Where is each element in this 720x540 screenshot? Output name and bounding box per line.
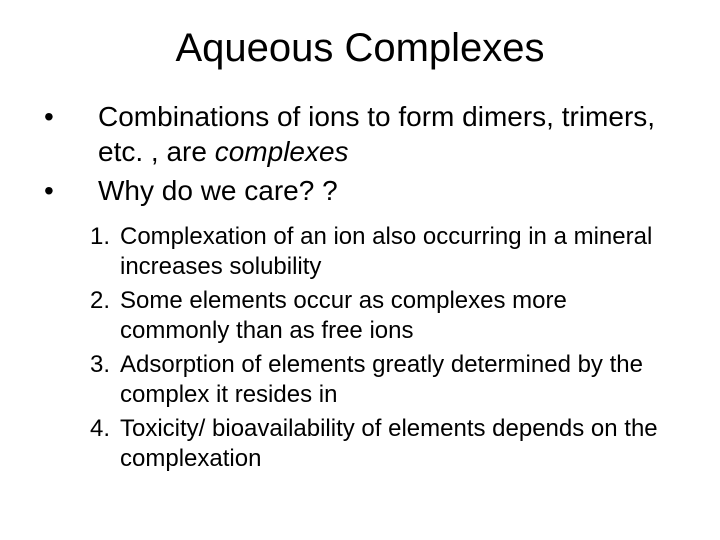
bullet-item: •Combinations of ions to form dimers, tr… (40, 99, 680, 169)
numbered-marker: 2. (86, 286, 120, 346)
numbered-marker: 3. (86, 350, 120, 410)
numbered-text: Complexation of an ion also occurring in… (120, 222, 680, 282)
slide-title: Aqueous Complexes (40, 26, 680, 71)
numbered-marker: 4. (86, 414, 120, 474)
numbered-item: 2.Some elements occur as complexes more … (86, 286, 680, 346)
numbered-item: 3.Adsorption of elements greatly determi… (86, 350, 680, 410)
bullet-marker: • (40, 173, 98, 208)
numbered-item: 1.Complexation of an ion also occurring … (86, 222, 680, 282)
numbered-list: 1.Complexation of an ion also occurring … (40, 222, 680, 474)
bullet-item: •Why do we care? ? (40, 173, 680, 208)
bullet-text: Combinations of ions to form dimers, tri… (98, 99, 680, 169)
numbered-marker: 1. (86, 222, 120, 282)
bullet-text: Why do we care? ? (98, 173, 680, 208)
numbered-text: Some elements occur as complexes more co… (120, 286, 680, 346)
numbered-text: Toxicity/ bioavailability of elements de… (120, 414, 680, 474)
bullet-marker: • (40, 99, 98, 169)
bullet-list: •Combinations of ions to form dimers, tr… (40, 99, 680, 208)
numbered-item: 4.Toxicity/ bioavailability of elements … (86, 414, 680, 474)
numbered-text: Adsorption of elements greatly determine… (120, 350, 680, 410)
